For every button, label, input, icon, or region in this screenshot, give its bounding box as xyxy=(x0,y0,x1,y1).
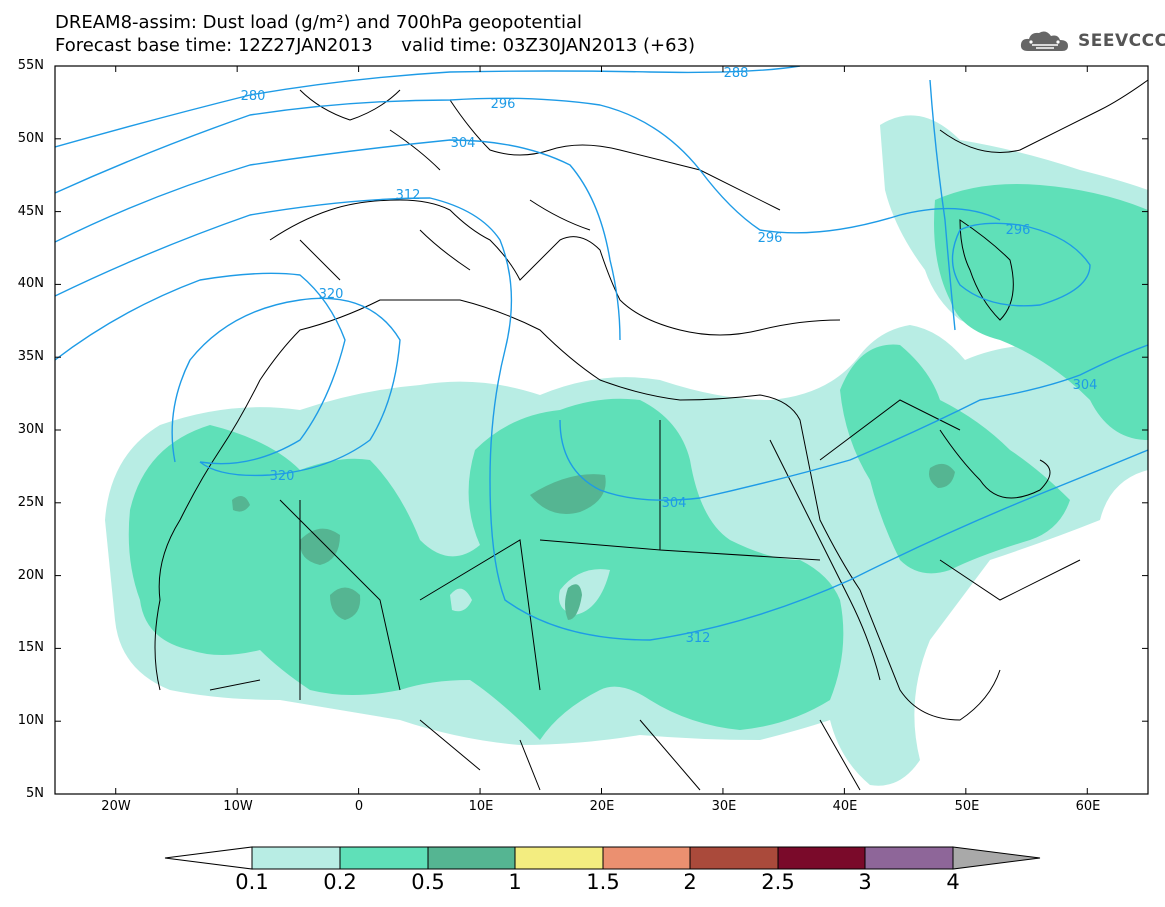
colorbar-label: 4 xyxy=(946,870,960,894)
colorbar-label: 2 xyxy=(683,870,697,894)
contour-label: 304 xyxy=(451,136,476,151)
axis-ticks xyxy=(55,65,1148,795)
coastlines xyxy=(154,79,1148,791)
dust-shading xyxy=(105,115,1148,786)
title-line-2: Forecast base time: 12Z27JAN2013 valid t… xyxy=(55,35,696,56)
colorbar-label: 2.5 xyxy=(761,870,795,894)
lat-label: 50N xyxy=(17,131,44,146)
lat-label: 15N xyxy=(17,640,44,655)
colorbar-label: 1 xyxy=(508,870,522,894)
lon-label: 10W xyxy=(223,799,253,814)
lon-label: 10E xyxy=(468,799,494,814)
colorbar-swatch xyxy=(602,846,691,870)
geopotential-contours xyxy=(55,66,1148,641)
lat-label: 25N xyxy=(17,495,44,510)
lat-label: 30N xyxy=(17,422,44,437)
lon-label: 50E xyxy=(954,799,980,814)
contour-label: 304 xyxy=(662,496,687,511)
contour-label: 296 xyxy=(1006,223,1031,238)
contour-label: 288 xyxy=(724,66,749,81)
dust-level-0.2-area xyxy=(128,398,844,740)
lat-label: 20N xyxy=(17,568,44,583)
lat-label: 10N xyxy=(17,713,44,728)
lon-label: 30E xyxy=(711,799,737,814)
colorbar-swatch xyxy=(339,846,429,870)
colorbar-label: 0.2 xyxy=(323,870,357,894)
lat-label: 40N xyxy=(17,276,44,291)
cloud-icon xyxy=(1020,31,1068,51)
contour-label: 296 xyxy=(491,97,516,112)
contour-label: 304 xyxy=(1073,378,1098,393)
colorbar-label: 0.1 xyxy=(235,870,269,894)
lat-label: 45N xyxy=(17,204,44,219)
logo-text: SEEVCCC xyxy=(1078,31,1165,51)
colorbar-swatch xyxy=(251,846,341,870)
contour-label: 296 xyxy=(758,231,783,246)
contour-label: 320 xyxy=(270,469,295,484)
contour-label: 280 xyxy=(241,89,266,104)
contour-label: 312 xyxy=(686,631,711,646)
contour-label-group: 288 280 296 304 312 296 320 320 304 304 … xyxy=(241,66,1098,646)
logo: SEEVCCC xyxy=(1018,27,1165,55)
title-line-1: DREAM8-assim: Dust load (g/m²) and 700hP… xyxy=(55,12,582,33)
colorbar-label: 0.5 xyxy=(411,870,445,894)
colorbar-label: 1.5 xyxy=(586,870,620,894)
colorbar-label: 3 xyxy=(858,870,872,894)
contour-label: 320 xyxy=(319,287,344,302)
lon-label: 20E xyxy=(589,799,615,814)
lon-label: 20W xyxy=(101,799,131,814)
lon-label: 0 xyxy=(354,799,364,814)
contour-label: 312 xyxy=(396,188,421,203)
lat-label: 35N xyxy=(17,349,44,364)
colorbar-low-arrow xyxy=(164,846,253,870)
colorbar xyxy=(164,846,1041,870)
lat-label: 5N xyxy=(26,786,44,801)
lon-label: 60E xyxy=(1075,799,1101,814)
colorbar-swatch xyxy=(427,846,516,870)
colorbar-swatch xyxy=(689,846,779,870)
dust-level-0.5-area xyxy=(530,474,606,514)
lon-label: 40E xyxy=(832,799,858,814)
colorbar-swatch xyxy=(777,846,866,870)
colorbar-swatch xyxy=(864,846,954,870)
colorbar-high-arrow xyxy=(952,846,1041,870)
lat-label: 55N xyxy=(17,58,44,73)
colorbar-swatch xyxy=(514,846,604,870)
